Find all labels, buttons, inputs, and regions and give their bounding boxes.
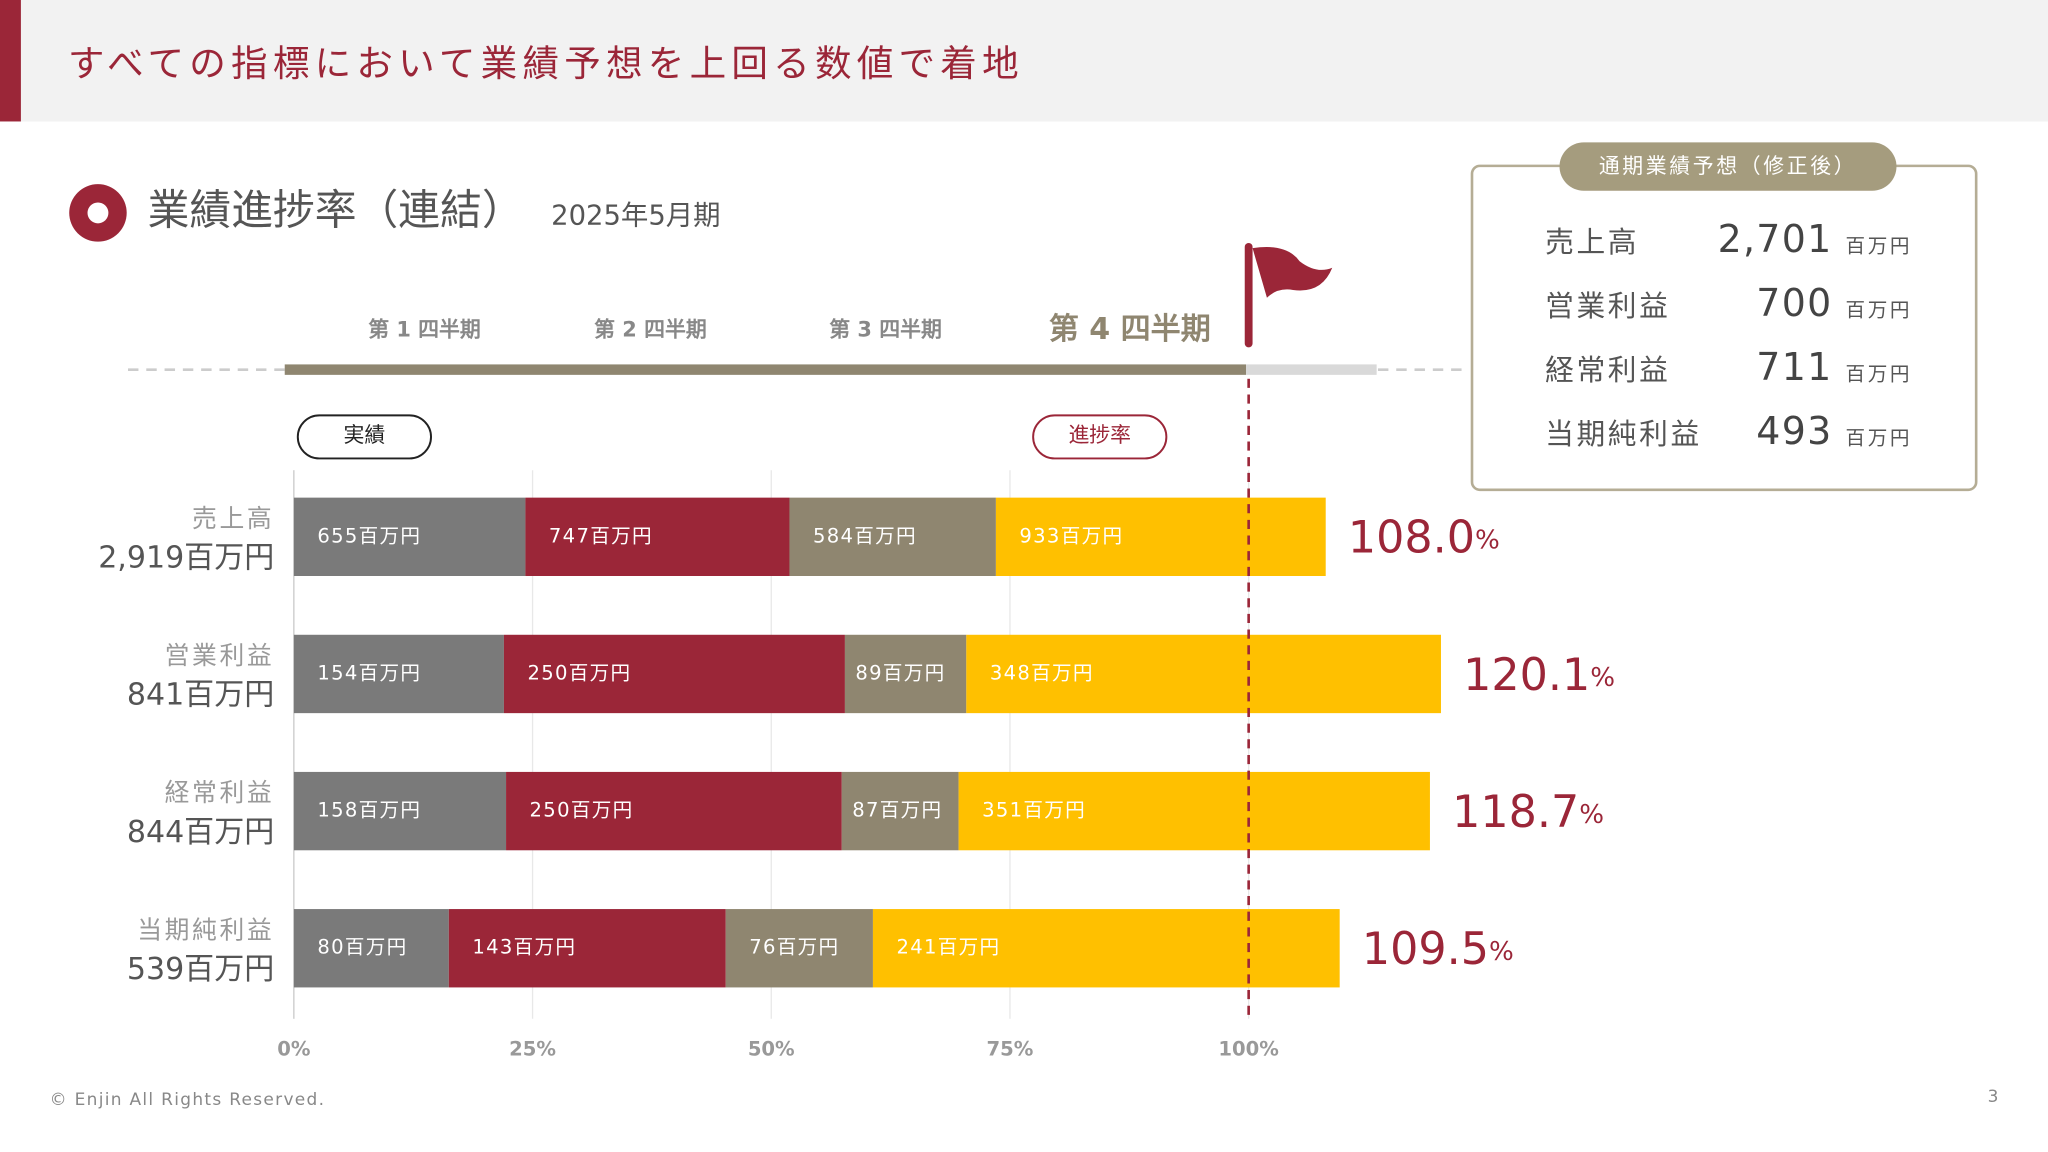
bar-segment xyxy=(844,634,967,714)
segment-label: 250百万円 xyxy=(530,799,634,822)
bar-segment xyxy=(293,634,504,714)
category-label: 営業利益 xyxy=(165,641,275,670)
x-tick-label: 0% xyxy=(277,1038,310,1061)
rate-unit: % xyxy=(1590,662,1615,692)
flag-pole xyxy=(1244,242,1253,348)
forecast-title: 通期業績予想（修正後） xyxy=(1599,154,1857,178)
forecast-label: 経常利益 xyxy=(1545,353,1670,387)
forecast-value: 493 xyxy=(1756,409,1832,453)
segment-label: 76百万円 xyxy=(749,936,839,959)
rate-label: 118.7% xyxy=(1452,787,1604,838)
legend-actual: 実績 xyxy=(344,423,386,447)
rate-label: 109.5% xyxy=(1362,924,1514,975)
bar-segment xyxy=(841,771,959,851)
quarter-label: 第 3 四半期 xyxy=(829,317,942,341)
segment-label: 80百万円 xyxy=(317,936,407,959)
bar-segment xyxy=(293,909,449,988)
bar-segment xyxy=(506,771,842,851)
forecast-value: 2,701 xyxy=(1718,217,1833,261)
x-tick-label: 25% xyxy=(509,1038,556,1061)
forecast-pill xyxy=(1559,142,1897,191)
total-label: 844百万円 xyxy=(127,815,274,850)
forecast-value: 700 xyxy=(1756,281,1832,325)
copyright: © Enjin All Rights Reserved. xyxy=(50,1090,326,1110)
segment-label: 143百万円 xyxy=(472,936,576,959)
rate-unit: % xyxy=(1489,937,1514,967)
bar-segment xyxy=(872,909,1340,988)
forecast-unit: 百万円 xyxy=(1846,298,1913,321)
segment-label: 89百万円 xyxy=(855,661,945,684)
rate-unit: % xyxy=(1579,800,1604,830)
bar-segment xyxy=(448,909,726,988)
section-title: 業績進捗率（連結） xyxy=(148,185,524,234)
segment-label: 87百万円 xyxy=(852,799,942,822)
rate-label: 108.0% xyxy=(1348,513,1500,564)
total-label: 2,919百万円 xyxy=(98,541,274,576)
forecast-label: 営業利益 xyxy=(1545,289,1670,323)
category-label: 経常利益 xyxy=(165,778,275,807)
forecast-value: 711 xyxy=(1756,345,1832,389)
legend-rate: 進捗率 xyxy=(1068,423,1131,447)
rate-value: 108.0 xyxy=(1348,513,1475,564)
segment-label: 250百万円 xyxy=(527,661,631,684)
quarter-label: 第 2 四半期 xyxy=(594,317,707,341)
section-icon-dot xyxy=(87,202,109,224)
bar-segment xyxy=(958,771,1430,851)
timeline-progress xyxy=(284,364,1247,375)
forecast-label: 売上高 xyxy=(1545,225,1639,259)
category-label: 当期純利益 xyxy=(137,915,274,944)
forecast-unit: 百万円 xyxy=(1846,234,1913,257)
segment-label: 655百万円 xyxy=(317,524,421,547)
quarter-label: 第 1 四半期 xyxy=(368,317,481,341)
x-tick-label: 75% xyxy=(987,1038,1034,1061)
total-label: 539百万円 xyxy=(127,952,274,987)
forecast-unit: 百万円 xyxy=(1846,426,1913,449)
rate-label: 120.1% xyxy=(1463,650,1615,701)
category-label: 売上高 xyxy=(192,504,274,533)
rate-unit: % xyxy=(1475,525,1500,555)
page-number: 3 xyxy=(1988,1087,1999,1107)
segment-label: 154百万円 xyxy=(317,661,421,684)
bar-segment xyxy=(966,634,1441,714)
rate-value: 120.1 xyxy=(1463,650,1590,701)
timeline-rest xyxy=(1246,364,1377,375)
rate-value: 118.7 xyxy=(1452,787,1579,838)
segment-label: 348百万円 xyxy=(990,661,1094,684)
bar-segment xyxy=(293,771,507,851)
section-subtitle: 2025年5月期 xyxy=(551,200,720,231)
bar-segment xyxy=(995,497,1326,576)
segment-label: 241百万円 xyxy=(896,936,1000,959)
bar-segment xyxy=(503,634,845,714)
bar-segment xyxy=(789,497,996,576)
segment-label: 158百万円 xyxy=(317,799,421,822)
header-band xyxy=(0,0,2048,122)
segment-label: 933百万円 xyxy=(1019,524,1123,547)
forecast-unit: 百万円 xyxy=(1846,362,1913,385)
flag xyxy=(1252,247,1333,298)
segment-label: 747百万円 xyxy=(549,524,653,547)
x-tick-label: 100% xyxy=(1218,1038,1278,1061)
bar-segment xyxy=(525,497,790,576)
bar-segment xyxy=(293,497,526,576)
header-accent xyxy=(0,0,21,122)
total-label: 841百万円 xyxy=(127,678,274,713)
bar-segment xyxy=(725,909,873,988)
forecast-label: 当期純利益 xyxy=(1545,417,1702,451)
header-title: すべての指標において業績予想を上回る数値で着地 xyxy=(68,42,1024,85)
segment-label: 584百万円 xyxy=(813,524,917,547)
legend-pill xyxy=(296,414,432,460)
rate-value: 109.5 xyxy=(1362,924,1489,975)
segment-label: 351百万円 xyxy=(982,799,1086,822)
x-tick-label: 50% xyxy=(748,1038,795,1061)
legend-pill xyxy=(1032,414,1168,460)
quarter-label: 第 4 四半期 xyxy=(1049,312,1211,347)
